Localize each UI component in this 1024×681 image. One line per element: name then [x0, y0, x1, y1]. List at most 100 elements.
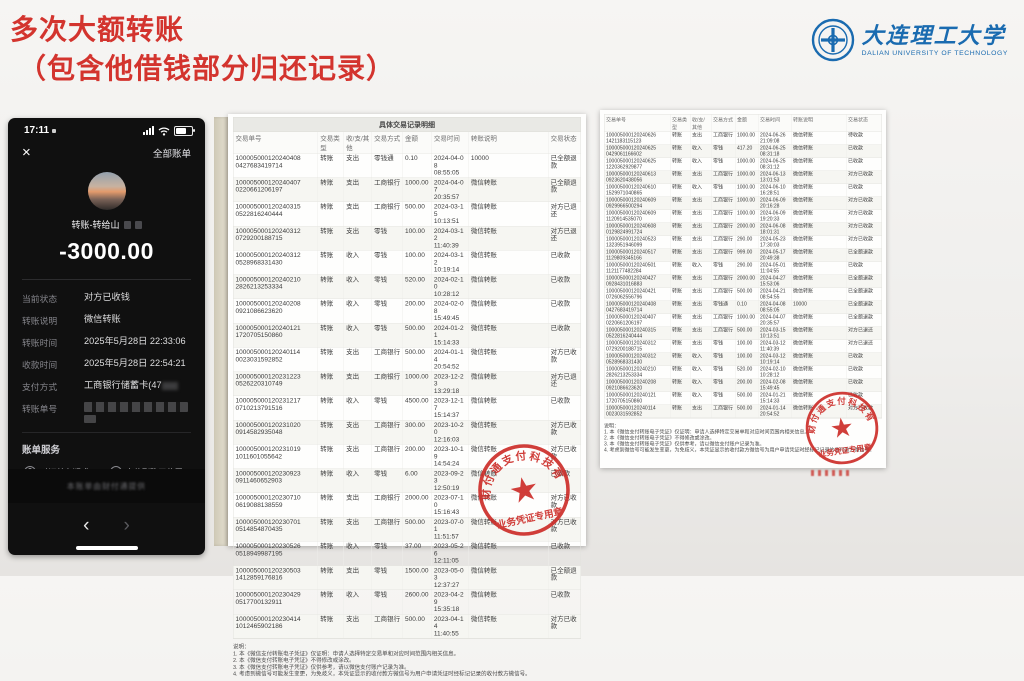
table-cell: 100005000120231019 1011601055642	[234, 444, 319, 469]
table-cell: 已收款	[550, 590, 571, 598]
table-cell: 100005000120240427 0928431016883	[605, 275, 671, 288]
table-cell: 工商银行	[372, 517, 404, 541]
table-cell: 100005000120230923 0911460652903	[234, 468, 319, 493]
table-cell: 100005000120240312 0729200188715	[605, 340, 671, 353]
table-cell: 工商银行	[372, 614, 404, 638]
field-value: 微信转账	[84, 314, 121, 324]
table-cell: 工商银行	[372, 177, 404, 202]
table-cell: 对方已收款	[848, 405, 873, 412]
table-cell: 2024-01-14 20:54:52	[432, 347, 469, 372]
field-label: 收款时间	[22, 360, 58, 370]
column-header: 交易类型	[318, 132, 345, 153]
logo-en-text: DALIAN UNIVERSITY OF TECHNOLOGY	[861, 49, 1008, 57]
transaction-doc-2: 交易单号 交易类型 收/支/其他 交易方式 金额 交易时间 转账说明 交易状态 1000050…	[600, 110, 886, 468]
field-value: 工商银行储蓄卡(47	[84, 380, 178, 391]
table-cell: 2024-05-17 20:49:38	[759, 249, 792, 262]
table-cell: 2024-04-27 15:53:06	[759, 275, 792, 288]
table-cell: 100005000120240315 0522816240444	[605, 327, 671, 340]
table-cell: 支出	[344, 420, 373, 444]
table-cell: 500.00	[403, 614, 432, 638]
table-cell: 2024-06-13 13:01:53	[759, 171, 792, 184]
table-cell: 转账	[318, 274, 345, 299]
table-cell: 工商银行	[712, 223, 736, 236]
table-cell: 转账	[318, 444, 345, 469]
table-cell: 已收款	[550, 323, 571, 332]
table-cell: 2024-01-21 15:14:33	[759, 392, 792, 405]
avatar[interactable]	[87, 172, 126, 210]
table-cell: 100005000120230503 1412859176816	[234, 565, 319, 590]
note-line: 1. 本《微信支付转账电子凭证》仅证明：申请人选择特定交易单和对应时间范围内相关…	[604, 429, 810, 436]
table-row: 100005000120231019 1011601055642 转账 支出 工商银行…	[233, 444, 581, 469]
table-cell: 转账	[318, 590, 345, 614]
table-cell: 2023-04-14 11:40:55	[432, 614, 469, 638]
note-line: 4. 考虑到微信号可能发生变更，为免歧义，本凭证显示的收付款方微信号为用户申请凭…	[604, 447, 875, 454]
table-cell: 零钱通	[712, 301, 736, 314]
table-cell: 500.00	[403, 347, 432, 372]
table-cell: 100005000120231020 0914582935048	[234, 420, 319, 444]
table-cell: 2024-02-08 15:49:45	[759, 379, 792, 392]
table-cell: 收入	[691, 158, 712, 171]
table-cell: 2024-06-10 16:28:51	[759, 184, 792, 197]
table-row: 100005000120230701 0514854870435 转账 支出 工商银行…	[233, 517, 581, 542]
table-cell: 100005000120240210 2826213253334	[234, 274, 319, 299]
table-cell: 微信转账	[469, 396, 549, 420]
table-cell: 微信转账	[792, 184, 847, 197]
table-cell: 2024-06-09 19:20:33	[759, 210, 792, 223]
table-cell: 零钱	[372, 565, 404, 590]
table-cell: 已全额退款	[848, 249, 873, 256]
next-page-arrow[interactable]: ›	[123, 515, 130, 536]
table-cell: 支出	[691, 197, 712, 210]
table-cell: 2023-05-03 12:37:27	[432, 565, 469, 590]
table-cell: 已收款	[550, 396, 571, 404]
column-header: 金额	[403, 132, 432, 153]
table-row: 100005000120240609 1120914535070 转账 支出 工商银行…	[604, 210, 882, 223]
table-cell: 微信转账	[792, 392, 847, 405]
table-cell: 0.10	[736, 301, 759, 314]
table-cell: 2023-09-23 12:50:19	[432, 468, 469, 493]
table-cell: 工商银行	[712, 249, 736, 262]
table-cell: 支出	[691, 132, 712, 145]
table-cell: 转账	[318, 371, 345, 396]
table-cell: 100005000120240626 1421183115123	[605, 132, 671, 145]
table-cell: 200.00	[403, 444, 432, 469]
field-label: 转账单号	[22, 404, 58, 414]
table-cell: 转账	[318, 299, 345, 323]
phone-screenshot: 17:11 × 全部账单 转账-转给山 -3000.00 当前状态 对方已收钱 转账…	[8, 118, 205, 555]
table-row: 100005000120240210 2826213253334 转账 收入 零钱 52…	[604, 366, 882, 379]
table-cell: 支出	[691, 405, 712, 418]
table-cell: 2023-12-17 15:14:37	[432, 396, 469, 420]
table-cell: 100005000120230710 0619088138559	[234, 493, 319, 517]
table-row: 100005000120240427 0928431016883 转账 支出 工商银行…	[604, 275, 882, 288]
table-cell: 已收款	[550, 469, 571, 477]
table-cell: 微信转账	[792, 236, 847, 249]
doc2-table-body: 100005000120240626 1421183115123 转账 支出 工商银行…	[604, 132, 882, 418]
table-cell: 微信转账	[469, 250, 549, 275]
table-cell: 2024-06-25 08:31:12	[759, 158, 792, 171]
table-row: 100005000120240613 0923620438056 转账 支出 工商银行…	[604, 171, 882, 184]
table-row: 100005000120240610 1529971040865 转账 收入 零钱 10…	[604, 184, 882, 197]
table-cell: 2000.00	[403, 493, 432, 517]
table-cell: 微信转账	[792, 314, 847, 327]
table-cell: 100005000120240408 0427683419714	[234, 153, 319, 178]
field-label: 当前状态	[22, 294, 58, 304]
prev-page-arrow[interactable]: ‹	[83, 515, 90, 536]
table-row: 100005000120240315 0522816240444 转账 支出 工商银行…	[233, 202, 581, 227]
table-cell: 零钱	[372, 468, 404, 493]
table-cell: 转账	[318, 347, 345, 372]
doc2-table-header: 交易单号 交易类型 收/支/其他 交易方式 金额 交易时间 转账说明 交易状态	[604, 114, 882, 132]
table-cell: 支出	[691, 210, 712, 223]
table-cell: 零钱	[372, 323, 404, 347]
table-cell: 支出	[691, 249, 712, 262]
table-cell: 1000.00	[736, 171, 759, 184]
field-value	[84, 402, 188, 423]
all-bills-link[interactable]: 全部账单	[152, 149, 191, 160]
table-cell: 零钱	[712, 262, 736, 275]
close-icon[interactable]: ×	[22, 144, 31, 161]
table-cell: 微信转账	[792, 405, 847, 418]
note-line: 2. 本《微信支付转账电子凭证》不得修改或涂改。	[233, 657, 355, 664]
table-cell: 100005000120240609 1120914535070	[605, 210, 671, 223]
transfer-detail-fields: 当前状态 对方已收钱 转账说明 微信转账 转账时间 2025年5月28日 22:33:06…	[8, 280, 205, 423]
table-row: 100005000120240609 0929966500294 转账 支出 工商银行…	[604, 197, 882, 210]
table-cell: 转账	[671, 210, 691, 223]
blurred-tail-block	[161, 381, 178, 390]
